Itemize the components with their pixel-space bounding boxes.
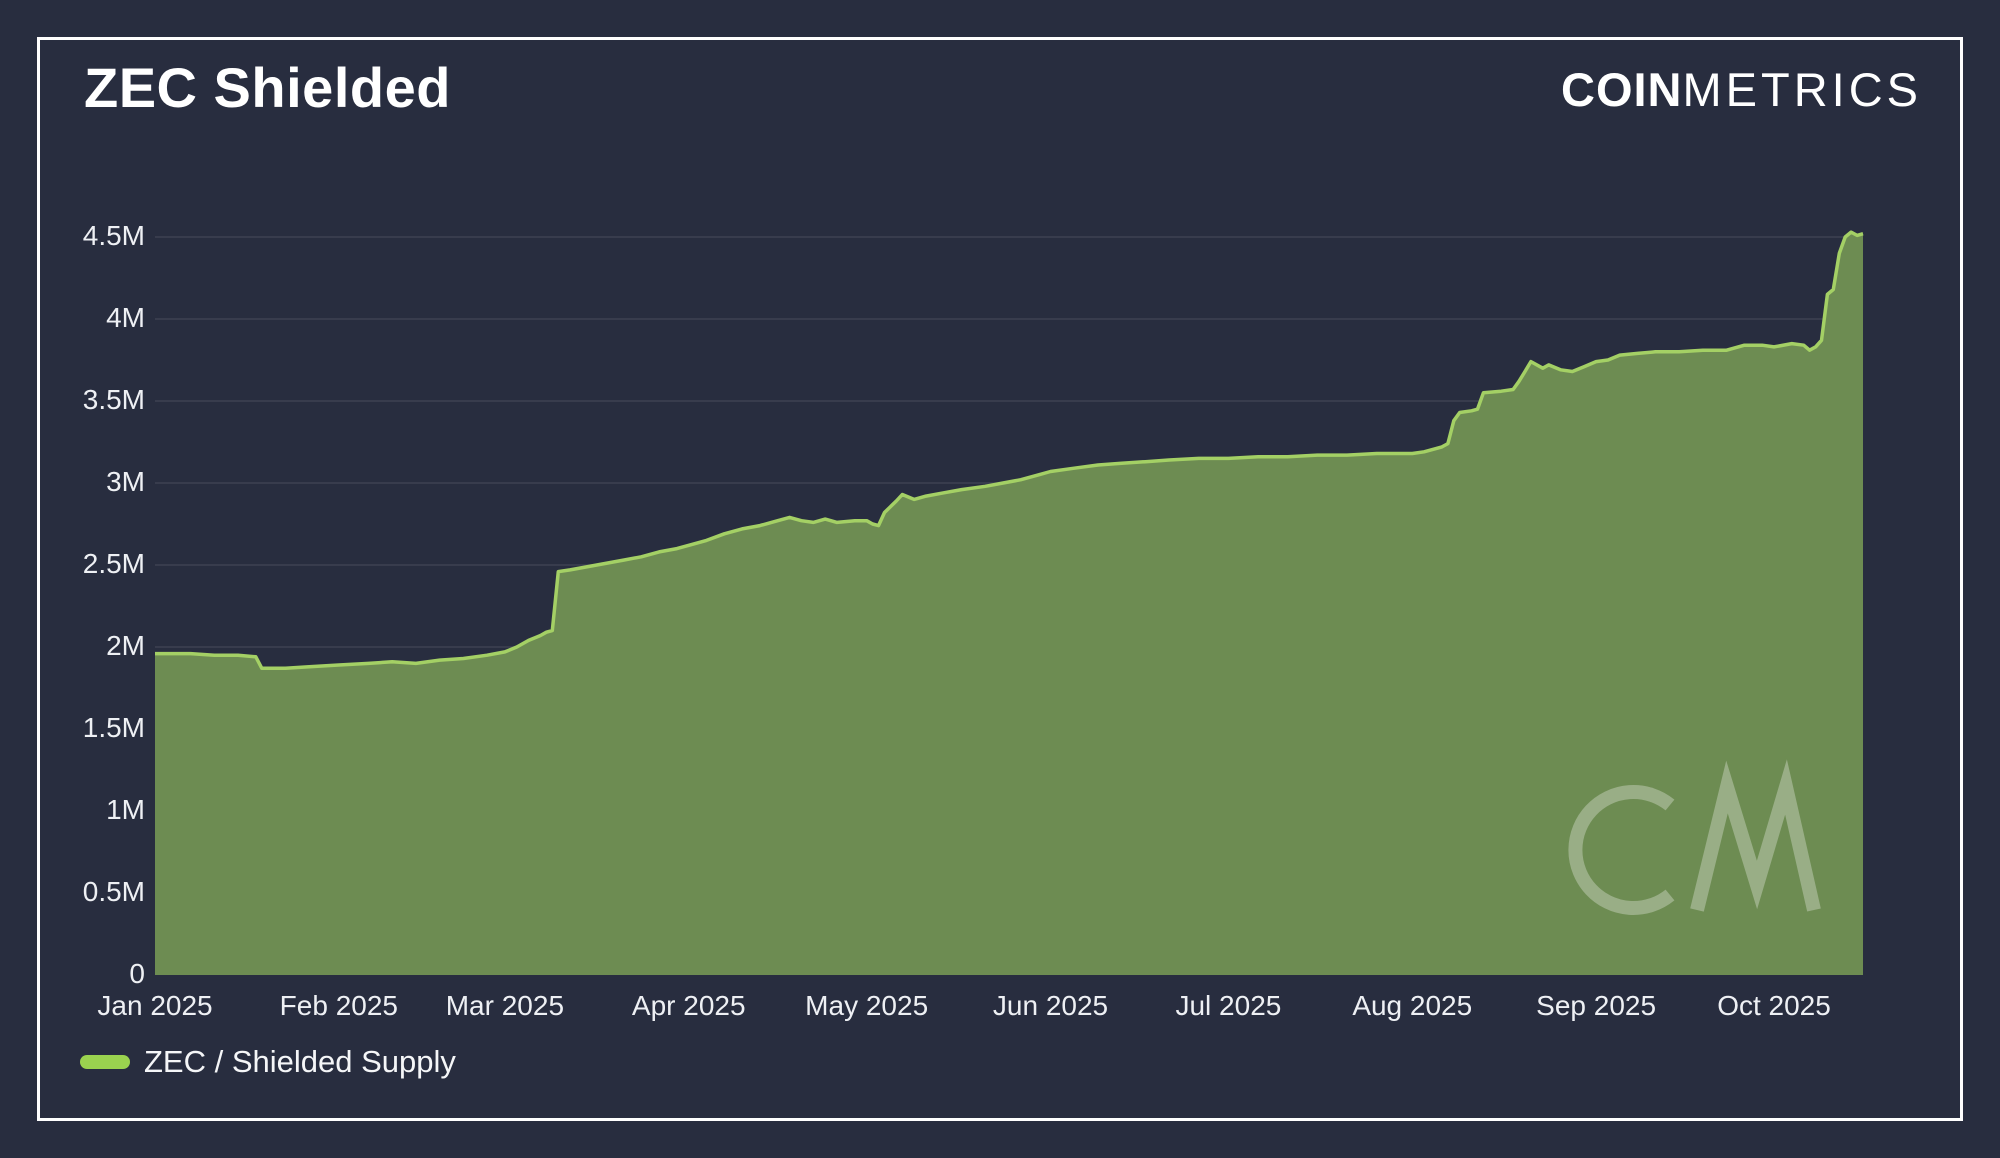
x-tick-label: Aug 2025 xyxy=(1352,990,1473,1021)
x-tick-label: Oct 2025 xyxy=(1717,990,1831,1021)
x-tick-label: Sep 2025 xyxy=(1536,990,1657,1021)
y-tick-label: 4M xyxy=(106,302,145,333)
x-tick-label: Apr 2025 xyxy=(631,990,746,1021)
legend-label: ZEC / Shielded Supply xyxy=(144,1044,456,1079)
coinmetrics-logo-coin: COIN xyxy=(1561,63,1683,116)
y-tick-label: 2M xyxy=(106,630,145,661)
area-series-fill xyxy=(155,232,1863,976)
x-tick-label: Jun 2025 xyxy=(992,990,1109,1021)
page-title: ZEC Shielded xyxy=(84,56,451,119)
y-tick-label: 0.5M xyxy=(82,876,145,907)
y-tick-label: 1.5M xyxy=(82,712,145,743)
y-tick-label: 0 xyxy=(129,958,145,989)
x-tick-label: Jul 2025 xyxy=(1175,990,1282,1021)
legend-swatch xyxy=(80,1055,130,1069)
x-tick-label: Feb 2025 xyxy=(279,990,398,1021)
coinmetrics-logo-metrics: METRICS xyxy=(1682,63,1922,116)
area-series-line xyxy=(155,230,1864,671)
y-tick-label: 1M xyxy=(106,794,145,825)
y-tick-label: 3.5M xyxy=(82,384,145,415)
y-tick-label: 2.5M xyxy=(82,548,145,579)
y-tick-label: 3M xyxy=(106,466,145,497)
x-tick-label: May 2025 xyxy=(805,990,929,1021)
x-tick-label: Jan 2025 xyxy=(97,990,213,1021)
coinmetrics-logo: COINMETRICS xyxy=(1561,62,1922,117)
legend: ZEC / Shielded Supply xyxy=(80,1044,456,1080)
x-tick-label: Mar 2025 xyxy=(445,990,565,1021)
y-tick-label: 4.5M xyxy=(82,220,145,251)
